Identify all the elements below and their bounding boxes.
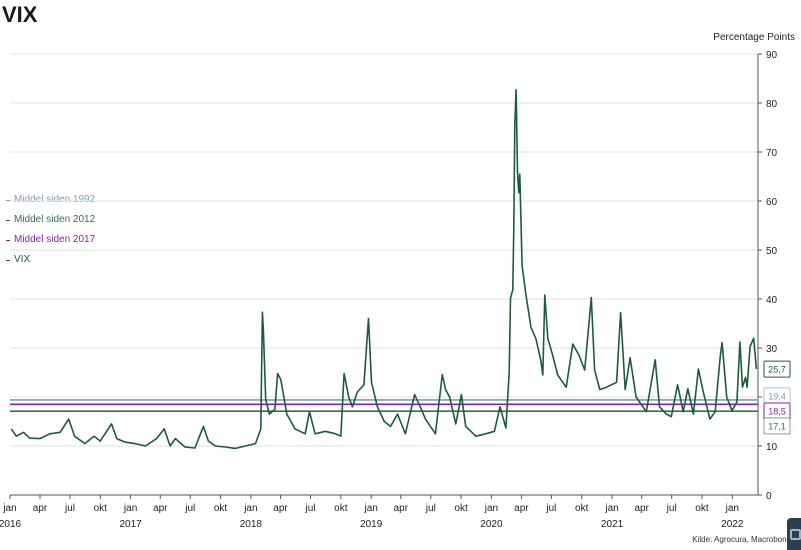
x-tick-label: apr bbox=[273, 503, 288, 514]
y-tick-label: 30 bbox=[766, 344, 778, 355]
x-tick-label: jul bbox=[545, 503, 556, 514]
x-tick-label: apr bbox=[394, 503, 409, 514]
legend-item-mean-1992: Middel siden 1992 bbox=[6, 190, 95, 210]
x-year-label: 2021 bbox=[601, 519, 624, 530]
legend-swatch bbox=[6, 239, 10, 241]
x-tick-label: jul bbox=[184, 503, 195, 514]
x-tick-label: apr bbox=[634, 503, 649, 514]
end-label-vix: 25,7 bbox=[768, 365, 786, 375]
x-tick-label: jan bbox=[123, 503, 137, 514]
x-tick-label: apr bbox=[153, 503, 168, 514]
y-tick-label: 10 bbox=[766, 442, 778, 453]
x-tick-label: jul bbox=[425, 503, 436, 514]
x-year-label: 2020 bbox=[480, 519, 503, 530]
x-tick-label: okt bbox=[94, 503, 108, 514]
x-tick-label: apr bbox=[514, 503, 529, 514]
legend-item-vix: VIX bbox=[6, 250, 95, 270]
x-tick-label: jan bbox=[604, 503, 618, 514]
x-tick-label: jan bbox=[363, 503, 377, 514]
y-tick-label: 90 bbox=[766, 50, 778, 61]
expand-icon bbox=[790, 529, 801, 540]
x-tick-label: jul bbox=[666, 503, 677, 514]
legend-label-mean-1992: Middel siden 1992 bbox=[14, 194, 96, 205]
legend: Middel siden 1992 Middel siden 2012 Midd… bbox=[6, 190, 95, 270]
vix-line bbox=[10, 89, 758, 450]
end-label-mean-2012-box bbox=[763, 417, 791, 435]
x-tick-label: okt bbox=[695, 503, 709, 514]
x-year-label: 2018 bbox=[240, 519, 263, 530]
x-tick-label: okt bbox=[575, 503, 589, 514]
legend-label-mean-2017: Middel siden 2017 bbox=[14, 234, 96, 245]
y-tick-label: 0 bbox=[766, 491, 772, 502]
x-year-label: 2016 bbox=[0, 519, 22, 530]
y-tick-label: 50 bbox=[766, 246, 778, 257]
legend-item-mean-2017: Middel siden 2017 bbox=[6, 230, 95, 250]
x-tick-label: jan bbox=[484, 503, 498, 514]
expand-button[interactable] bbox=[787, 518, 801, 550]
x-tick-label: jul bbox=[305, 503, 316, 514]
end-label-mean-2017: 18,5 bbox=[768, 406, 786, 416]
y-tick-label: 40 bbox=[766, 295, 778, 306]
x-year-label: 2019 bbox=[360, 519, 383, 530]
chart-title: VIX bbox=[2, 2, 38, 27]
legend-label-vix: VIX bbox=[14, 254, 31, 265]
end-label-mean-1992: 19,4 bbox=[768, 391, 786, 401]
x-tick-label: okt bbox=[214, 503, 228, 514]
x-year-label: 2017 bbox=[119, 519, 142, 530]
x-tick-label: jan bbox=[2, 503, 16, 514]
source-note: Kilde: Agrocura, Macrobond bbox=[692, 535, 791, 544]
legend-swatch bbox=[6, 219, 10, 221]
x-tick-label: jul bbox=[64, 503, 75, 514]
x-tick-label: jan bbox=[725, 503, 739, 514]
x-year-label: 2022 bbox=[721, 519, 744, 530]
x-tick-label: okt bbox=[334, 503, 348, 514]
y-tick-label: 80 bbox=[766, 99, 778, 110]
legend-swatch bbox=[6, 259, 10, 261]
y-tick-label: 70 bbox=[766, 148, 778, 159]
legend-label-mean-2012: Middel siden 2012 bbox=[14, 214, 96, 225]
x-tick-label: okt bbox=[454, 503, 468, 514]
x-tick-label: apr bbox=[33, 503, 48, 514]
legend-swatch bbox=[6, 199, 10, 201]
end-label-vix-box bbox=[763, 360, 791, 378]
end-label-mean-2012: 17,1 bbox=[768, 421, 786, 431]
legend-item-mean-2012: Middel siden 2012 bbox=[6, 210, 95, 230]
x-tick-label: jan bbox=[243, 503, 257, 514]
y-tick-label: 60 bbox=[766, 197, 778, 208]
y-axis-unit-label: Percentage Points bbox=[713, 32, 795, 43]
